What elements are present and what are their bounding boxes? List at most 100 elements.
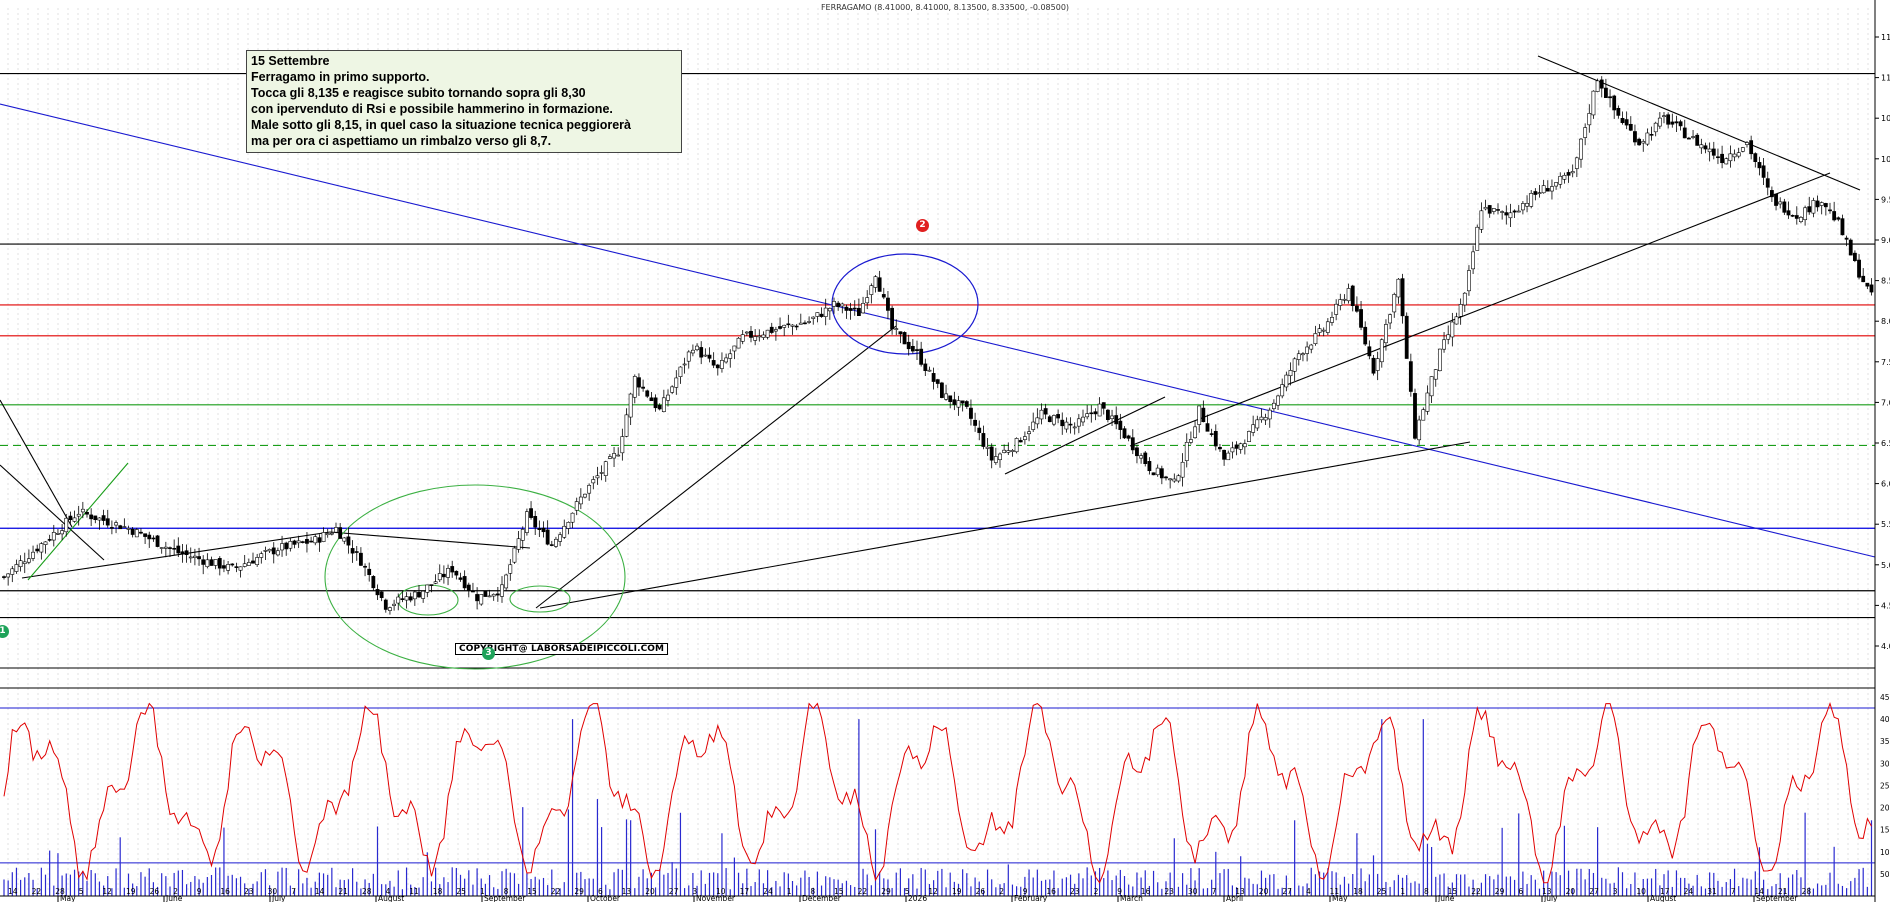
candle-body [1537,192,1542,194]
x-month-label: July [271,894,286,902]
candle-body [703,354,708,357]
ticker-header: FERRAGAMO (8.41000, 8.41000, 8.13500, 8.… [820,3,1070,12]
candle-body [512,547,517,563]
candle-body [1122,428,1127,439]
candle-body [1027,431,1031,435]
candle-body [197,556,201,560]
x-day-label: 25 [456,887,466,896]
candle-body [670,386,675,393]
candle-body [624,414,629,437]
candle-body [1591,90,1596,116]
candle-body [51,532,56,541]
x-day-label: 4 [386,887,391,896]
x-day-label: 1 [480,887,485,896]
candle-body [317,537,322,543]
candle-body [1641,141,1646,144]
candle-body [1624,119,1629,126]
y-tick-label: 4.5 [1881,601,1890,610]
x-month-label: June [1437,894,1455,902]
x-day-label: 21 [338,887,348,896]
candle-body [761,334,766,338]
candle-body [1645,132,1650,145]
candle-body [1118,420,1123,430]
candle-body [429,584,434,586]
x-day-label: 5 [905,887,910,896]
candle-body [778,326,782,329]
x-month-label: May [60,894,76,902]
candle-body [865,297,870,304]
candle-body [1521,203,1525,211]
candle-body [554,538,558,547]
x-day-label: 13 [622,887,632,896]
grid-lines [7,8,1869,890]
volume-bars [3,719,1873,896]
candle-body [1782,201,1787,213]
candle-body [1064,421,1069,430]
candle-body [479,594,484,605]
candle-body [114,522,118,526]
candle-body [1554,182,1559,187]
candle-body [122,526,127,528]
candle-body [1666,114,1671,125]
candle-body [1562,175,1567,180]
candle-body [466,584,471,591]
candle-body [1691,136,1695,138]
candle-body [832,301,836,307]
candle-body [931,373,936,382]
candle-body [1674,121,1679,124]
candle-body [1043,408,1048,415]
candle-body [292,540,297,545]
candle-body [1155,467,1160,476]
x-day-label: 19 [126,887,136,896]
candle-body [188,556,193,559]
candle-body [284,542,289,550]
candle-body [22,561,27,564]
candle-body [910,345,915,352]
x-day-label: 30 [1188,887,1198,896]
candle-body [1234,444,1239,449]
trendline [0,103,1876,558]
pattern-circle [509,585,571,613]
candle-body [587,485,592,494]
candle-body [1396,278,1401,298]
candle-body [537,528,542,530]
candle-body [275,550,280,556]
candle-body [1068,423,1073,426]
candle-body [1280,384,1285,397]
candle-body [1803,207,1808,221]
candle-body [1267,409,1272,420]
candle-body [711,360,716,366]
candle-body [313,536,318,544]
analysis-note: 15 Settembre Ferragamo in primo supporto… [246,50,682,153]
trendline [1004,396,1166,475]
candle-body [1670,121,1675,125]
trendline [1537,55,1861,191]
x-day-label: 28 [1802,887,1812,896]
x-day-label: 8 [810,887,815,896]
candle-body [458,577,463,580]
candle-body [541,527,546,533]
candle-body [612,453,616,459]
candle-body [1541,185,1546,194]
x-day-label: 6 [598,887,603,896]
y-tick-label: 4.0 [1881,642,1890,651]
candle-body [1168,478,1173,481]
candle-body [740,334,745,342]
candle-body [964,401,969,407]
candle-body [786,323,791,326]
x-day-label: 7 [291,887,296,896]
candle-body [151,537,156,540]
candle-body [678,366,683,377]
candle-body [969,407,973,419]
horizontal-levels [0,72,1875,864]
candle-body [1433,369,1438,380]
candle-body [1707,148,1712,153]
x-day-label: 31 [1707,887,1717,896]
candle-body [238,566,243,571]
candle-body [408,596,413,601]
candle-body [1475,226,1480,251]
candle-body [134,529,139,538]
candle-body [26,558,31,563]
candle-body [483,590,488,597]
candle-body [255,557,260,566]
